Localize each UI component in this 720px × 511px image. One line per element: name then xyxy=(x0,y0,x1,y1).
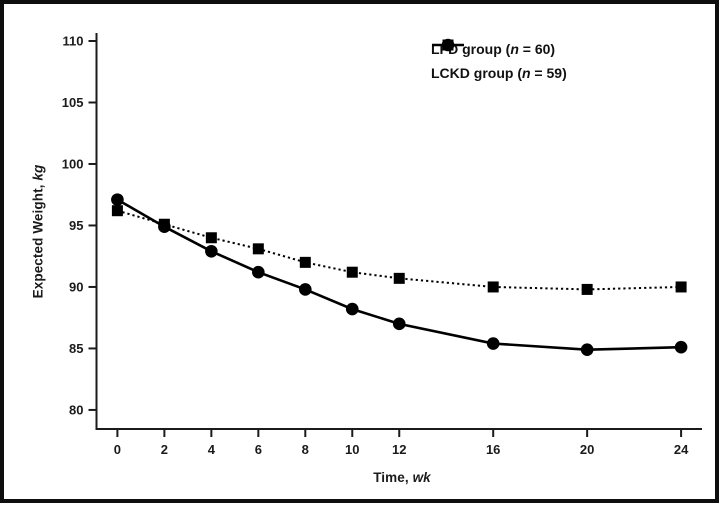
x-axis-title: Time, wk xyxy=(302,470,502,485)
x-tick-label: 20 xyxy=(580,442,594,457)
lfd-marker xyxy=(252,243,264,255)
lckd-marker xyxy=(252,265,265,279)
y-axis-title-text: Expected Weight, xyxy=(30,180,46,299)
lfd-marker xyxy=(158,218,170,230)
y-tick-label: 100 xyxy=(62,156,84,171)
x-tick-label: 8 xyxy=(302,442,309,457)
lfd-line xyxy=(117,209,682,291)
lfd-marker xyxy=(393,272,405,284)
y-tick-label: 95 xyxy=(69,218,83,233)
lfd-marker xyxy=(675,281,687,293)
legend-label-lckd-prefix: LCKD group ( xyxy=(431,65,522,81)
y-tick-label: 105 xyxy=(62,95,84,110)
lckd-line xyxy=(116,198,682,351)
lfd-marker xyxy=(205,232,217,244)
y-tick-label: 80 xyxy=(69,402,83,417)
legend-label-lckd-suffix: = 59) xyxy=(530,65,567,81)
y-tick-label: 85 xyxy=(69,341,83,356)
lfd-marker xyxy=(111,205,123,217)
lfd-marker xyxy=(346,266,358,278)
lckd-marker xyxy=(580,343,594,356)
y-axis-title: Expected Weight, kg xyxy=(31,132,46,332)
lckd-marker xyxy=(299,283,312,296)
lckd-marker xyxy=(674,340,688,354)
lckd-marker xyxy=(486,337,500,350)
lckd-marker xyxy=(392,317,406,331)
x-tick-label: 2 xyxy=(161,442,168,457)
legend: LFD group (n = 60) LCKD group (n = 59) xyxy=(431,37,567,85)
x-tick-label: 12 xyxy=(392,442,406,457)
y-tick-label: 90 xyxy=(69,279,83,294)
x-tick-label: 0 xyxy=(114,442,121,457)
lckd-sample-marker xyxy=(441,38,455,52)
x-axis-title-text: Time, xyxy=(373,470,413,485)
legend-label-lfd-suffix: = 60) xyxy=(518,41,556,57)
y-axis-title-unit: kg xyxy=(30,164,46,181)
lfd-marker xyxy=(487,281,499,293)
lckd-line-sample-icon xyxy=(432,38,464,52)
legend-label-lfd-n: n xyxy=(510,41,519,57)
legend-item-lckd: LCKD group (n = 59) xyxy=(431,38,567,85)
x-tick-label: 16 xyxy=(486,442,500,457)
legend-label-lckd-n: n xyxy=(521,65,531,81)
lckd-marker xyxy=(205,244,218,258)
lckd-marker xyxy=(111,193,124,206)
x-tick-label: 24 xyxy=(674,442,689,457)
legend-label-lckd: LCKD group (n = 59) xyxy=(431,65,567,81)
x-tick-label: 6 xyxy=(255,442,262,457)
lfd-marker xyxy=(299,256,311,268)
lfd-series xyxy=(111,205,687,295)
x-tick-label: 4 xyxy=(208,442,216,457)
x-axis-title-unit: wk xyxy=(412,470,431,485)
y-tick-label: 110 xyxy=(63,33,84,48)
x-tick-label: 10 xyxy=(345,442,359,457)
lfd-marker xyxy=(581,283,593,295)
axes xyxy=(95,33,702,430)
lckd-marker xyxy=(345,302,359,316)
